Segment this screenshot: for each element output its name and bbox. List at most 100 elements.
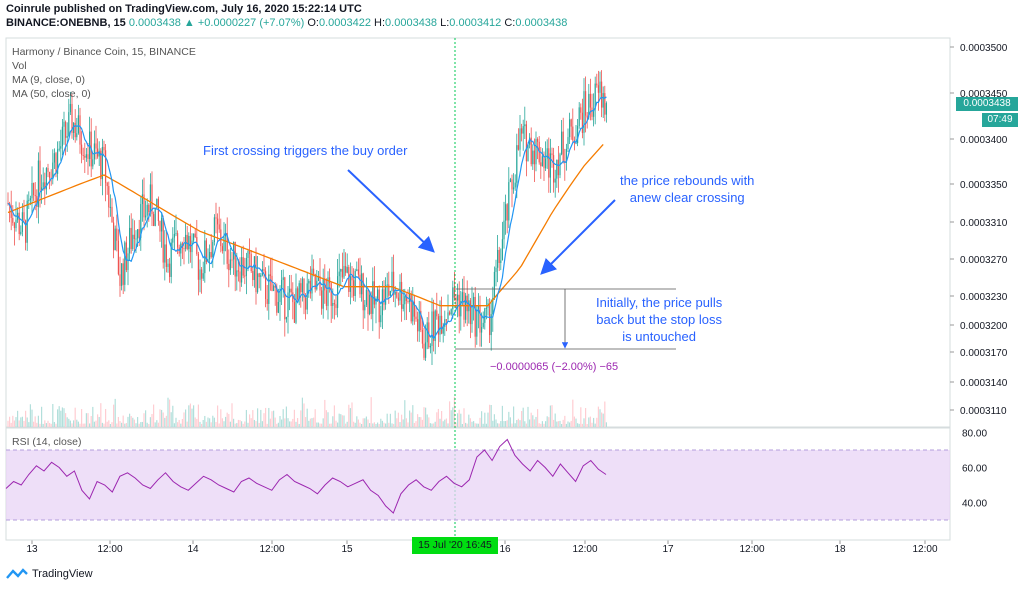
- candle-body: [509, 179, 511, 183]
- annotation-pullback: Initially, the price pulls back but the …: [596, 294, 722, 345]
- symbol-ohlc-line: BINANCE:ONEBNB, 15 0.0003438 ▲ +0.000022…: [6, 17, 567, 29]
- volume-bar: [327, 412, 329, 427]
- volume-bar: [442, 421, 444, 427]
- volume-bar: [151, 413, 153, 427]
- candle-body: [513, 187, 515, 190]
- candle-body: [586, 115, 588, 118]
- candle-body: [471, 305, 473, 325]
- candle-body: [188, 235, 190, 250]
- candle-body: [226, 233, 228, 264]
- candle-body: [197, 254, 199, 280]
- candle-body: [169, 263, 171, 277]
- volume-bar: [501, 405, 503, 427]
- volume-bar: [514, 423, 516, 427]
- candle-body: [138, 229, 140, 238]
- candle-body: [39, 160, 41, 191]
- volume-bar: [236, 423, 238, 427]
- candle-body: [239, 271, 241, 283]
- candle-body: [389, 291, 391, 296]
- volume-bar: [298, 423, 300, 427]
- volume-bar: [93, 421, 95, 427]
- candle-body: [300, 283, 302, 293]
- volume-bar: [399, 422, 401, 427]
- candle-body: [68, 112, 70, 137]
- volume-bar: [578, 423, 580, 427]
- volume-bar: [183, 412, 185, 427]
- candle-body: [401, 281, 403, 309]
- candle-body: [202, 273, 204, 279]
- candle-body: [20, 231, 22, 235]
- candle-body: [245, 257, 247, 276]
- annotation-buy: First crossing triggers the buy order: [203, 143, 408, 158]
- volume-bar: [351, 402, 353, 427]
- volume-bar: [311, 418, 313, 427]
- volume-bar: [477, 423, 479, 427]
- volume-bar: [573, 416, 575, 427]
- volume-bar: [215, 421, 217, 427]
- price-tick-label: 0.0003270: [960, 255, 1008, 266]
- candle-body: [388, 284, 390, 296]
- candle-body: [141, 194, 143, 205]
- candle-body: [333, 303, 335, 305]
- candle-body: [266, 299, 268, 304]
- volume-bar: [18, 420, 20, 427]
- volume-bar: [428, 417, 430, 427]
- candle-body: [108, 186, 110, 208]
- annotation-rebound-line2: anew clear crossing: [629, 190, 745, 205]
- candle-body: [93, 143, 95, 160]
- price-change: ▲ +0.0000227 (+7.07%): [183, 17, 305, 29]
- candle-body: [116, 228, 118, 241]
- volume-bar: [241, 421, 243, 427]
- ma9-line: [7, 96, 607, 340]
- volume-bar: [217, 405, 219, 427]
- volume-bar: [529, 419, 531, 427]
- candle-body: [175, 233, 177, 235]
- volume-bar: [257, 408, 259, 427]
- volume-bar: [7, 420, 9, 427]
- volume-bar: [52, 403, 54, 427]
- candle-body: [373, 281, 375, 305]
- volume-bar: [26, 417, 28, 427]
- volume-bar: [482, 423, 484, 427]
- volume-bar: [130, 416, 132, 427]
- volume-bar: [585, 408, 587, 427]
- volume-bar: [228, 414, 230, 427]
- candle-body: [412, 301, 414, 322]
- volume-bar: [194, 417, 196, 427]
- candle-body: [493, 271, 495, 298]
- volume-bar: [189, 403, 191, 427]
- legend-ma50: MA (50, close, 0): [12, 88, 91, 100]
- volume-bar: [85, 413, 87, 427]
- candle-body: [191, 240, 193, 253]
- candle-body: [546, 148, 548, 159]
- volume-bar: [513, 406, 515, 427]
- candle-body: [79, 115, 81, 145]
- candle-body: [343, 265, 345, 278]
- volume-bar: [538, 423, 540, 427]
- candle-body: [498, 249, 500, 263]
- volume-bar: [205, 421, 207, 427]
- candle-body: [484, 308, 486, 323]
- volume-bar: [90, 416, 92, 427]
- volume-bar: [521, 411, 523, 427]
- candle-body: [364, 304, 366, 311]
- candle-body: [525, 124, 527, 162]
- volume-bar: [265, 407, 267, 427]
- volume-bar: [63, 408, 65, 427]
- volume-bar: [581, 423, 583, 427]
- volume-bar: [404, 400, 406, 427]
- candle-body: [341, 268, 343, 278]
- volume-bar: [543, 423, 545, 427]
- volume-bar: [148, 423, 150, 427]
- volume-bar: [233, 418, 235, 427]
- volume-bar: [567, 421, 569, 427]
- volume-bar: [146, 422, 148, 427]
- tradingview-brand[interactable]: TradingView: [6, 568, 93, 580]
- volume-bar: [321, 423, 323, 427]
- candle-body: [575, 143, 577, 145]
- brand-name: TradingView: [32, 568, 93, 580]
- volume-bar: [97, 414, 99, 427]
- candle-body: [119, 274, 121, 286]
- volume-bar: [546, 416, 548, 427]
